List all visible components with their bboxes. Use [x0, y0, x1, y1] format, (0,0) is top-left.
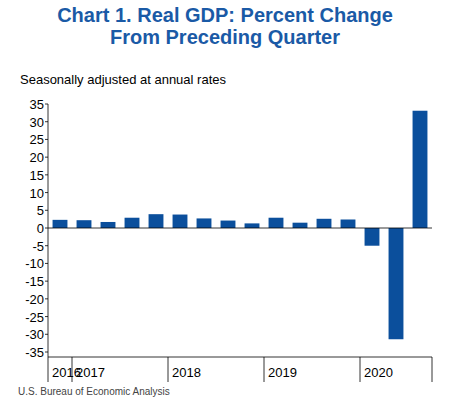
x-tick-label: 2017 [76, 365, 105, 380]
y-tick [45, 228, 48, 229]
bar [293, 223, 308, 228]
y-tick-label: -35 [25, 345, 44, 360]
x-axis-line [48, 357, 432, 358]
bar [101, 222, 116, 228]
x-separator [360, 357, 361, 382]
x-separator [432, 357, 433, 382]
bar [197, 218, 212, 228]
y-tick [45, 174, 48, 175]
y-tick [45, 316, 48, 317]
y-tick [45, 245, 48, 246]
y-tick [45, 104, 48, 105]
y-tick [45, 298, 48, 299]
y-tick [45, 263, 48, 264]
y-tick [45, 281, 48, 282]
bar [317, 219, 332, 228]
y-tick [45, 210, 48, 211]
y-axis-line [48, 104, 49, 382]
y-tick-label: 20 [30, 150, 44, 165]
y-tick [45, 157, 48, 158]
x-tick-label: 2018 [172, 365, 201, 380]
y-tick-label: 15 [30, 168, 44, 183]
bar [341, 219, 356, 228]
bar [221, 221, 236, 228]
x-separator [72, 357, 73, 382]
source: U.S. Bureau of Economic Analysis [18, 386, 170, 397]
y-tick-label: -15 [25, 274, 44, 289]
x-separator [168, 357, 169, 382]
x-axis: 20162017201820192020 [52, 357, 393, 382]
y-tick-label: -10 [25, 256, 44, 271]
y-tick-label: 35 [30, 97, 44, 112]
bar [77, 220, 92, 228]
chart: Chart 1. Real GDP: Percent ChangeFrom Pr… [0, 0, 450, 400]
bar [389, 228, 404, 339]
y-tick [45, 334, 48, 335]
x-separator [264, 357, 265, 382]
chart-container: Chart 1. Real GDP: Percent ChangeFrom Pr… [0, 0, 450, 400]
y-tick-label: 10 [30, 186, 44, 201]
y-tick [45, 139, 48, 140]
bar [149, 214, 164, 228]
y-axis: -35 -30 -25 -20 -15 -10 -5 0 5 10 15 20 25 30 35 [25, 97, 48, 360]
bar [269, 218, 284, 228]
y-tick-label: -25 [25, 310, 44, 325]
bar [173, 215, 188, 228]
x-tick-label: 2020 [364, 365, 393, 380]
zero-line [48, 228, 432, 229]
bars [53, 111, 428, 340]
y-tick-label: 25 [30, 132, 44, 147]
y-tick [45, 352, 48, 353]
bar [53, 220, 68, 228]
title: Chart 1. Real GDP: Percent ChangeFrom Pr… [57, 4, 393, 48]
bar [413, 111, 428, 228]
bar [125, 218, 140, 228]
y-tick-label: -20 [25, 292, 44, 307]
y-tick-label: -30 [25, 327, 44, 342]
y-tick-label: 30 [30, 115, 44, 130]
y-tick [45, 192, 48, 193]
y-tick [45, 121, 48, 122]
x-tick-label: 2019 [268, 365, 297, 380]
y-tick-label: 0 [37, 221, 44, 236]
subtitle: Seasonally adjusted at annual rates [20, 72, 226, 87]
y-tick-label: -5 [32, 239, 44, 254]
y-tick-label: 5 [37, 203, 44, 218]
bar [245, 223, 260, 228]
bar [365, 228, 380, 246]
